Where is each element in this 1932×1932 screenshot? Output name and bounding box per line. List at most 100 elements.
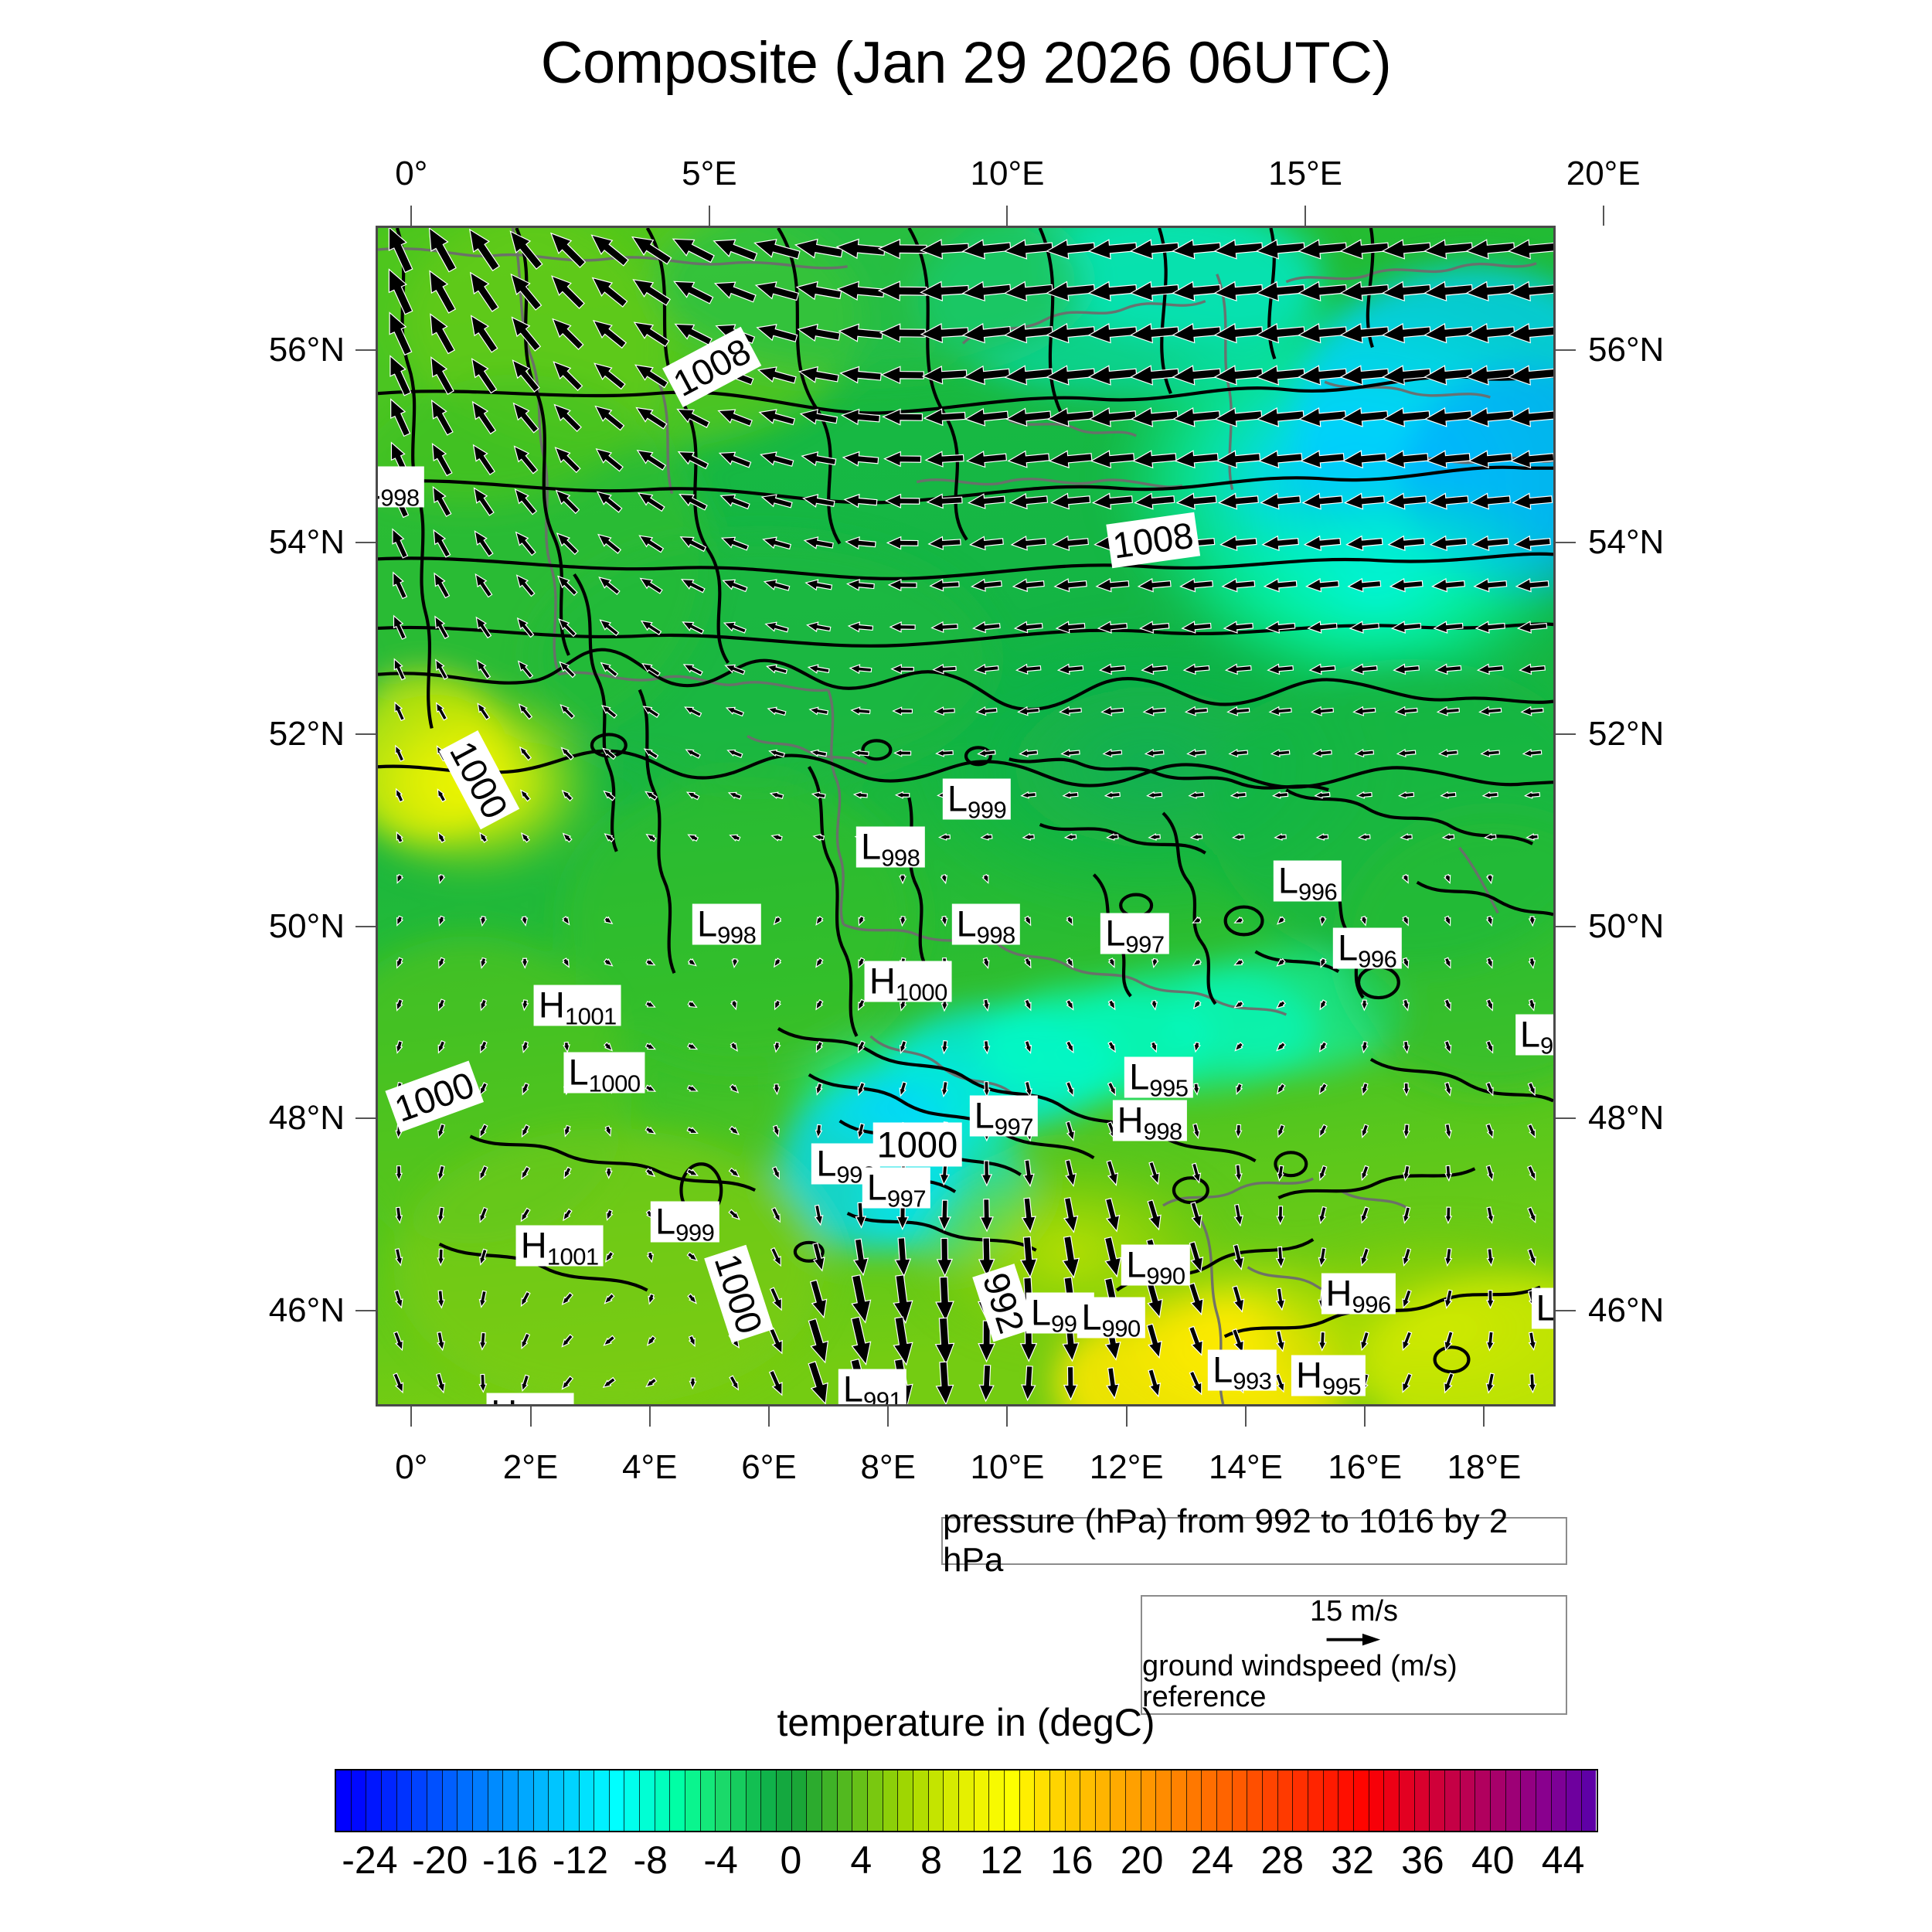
wind-arrow (558, 618, 577, 638)
wind-arrow (1148, 1369, 1162, 1398)
pressure-center-l991: L991 (838, 1369, 907, 1404)
wind-arrow (1349, 621, 1379, 634)
wind-arrow (1481, 791, 1498, 799)
wind-arrow (982, 1039, 991, 1055)
wind-arrow (965, 451, 1008, 468)
wind-arrow (971, 578, 1002, 592)
wind-arrow (1528, 916, 1536, 927)
wind-arrow (1359, 916, 1368, 927)
wind-arrow (1221, 577, 1256, 593)
wind-arrow (437, 998, 446, 1012)
colorbar-swatch-15 (563, 1770, 580, 1831)
wind-arrow (730, 999, 738, 1011)
bottom-lon-label-6: 12°E (1089, 1448, 1164, 1486)
wind-arrow (1444, 957, 1451, 969)
colorbar-swatch-3 (381, 1770, 397, 1831)
wind-arrow (395, 1040, 403, 1054)
wind-arrow (1004, 365, 1053, 386)
wind-arrow (674, 323, 713, 346)
wind-arrow (1012, 578, 1045, 593)
wind-arrow (1361, 1082, 1369, 1096)
wind-arrow (1172, 281, 1222, 302)
wind-arrow (390, 398, 411, 437)
wind-arrow (595, 448, 624, 472)
wind-arrow (636, 449, 667, 471)
wind-arrow (1232, 1285, 1245, 1313)
wind-arrow (1318, 1165, 1328, 1182)
wind-arrow (437, 1165, 445, 1182)
wind-arrow (794, 238, 843, 259)
pressure-center-h1000: H1000 (864, 961, 952, 1005)
wind-arrow (1402, 1206, 1411, 1224)
wind-arrow (726, 749, 743, 758)
wind-arrow (882, 408, 923, 426)
pressure-center-h996: H996 (1321, 1273, 1396, 1316)
wind-arrow (932, 664, 957, 675)
wind-arrow (1347, 577, 1382, 593)
wind-arrow (935, 749, 954, 757)
wind-arrow (1142, 706, 1166, 716)
wind-arrow (603, 1335, 616, 1346)
wind-arrow (797, 323, 841, 342)
wind-arrow (1486, 1290, 1495, 1309)
wind-arrow (1527, 1081, 1536, 1097)
wind-arrow (606, 1209, 614, 1222)
wind-arrow (1005, 407, 1052, 427)
wind-arrow (940, 873, 948, 885)
wind-arrow (1473, 577, 1508, 593)
wind-arrow (899, 1039, 907, 1054)
wind-arrow (1394, 706, 1418, 716)
wind-arrow (687, 834, 699, 842)
wind-arrow (1354, 748, 1375, 758)
wind-arrow (847, 621, 874, 633)
wind-arrow (560, 704, 576, 719)
wind-arrow (437, 1331, 446, 1352)
wind-arrow (920, 323, 969, 344)
wind-arrow (894, 1237, 912, 1277)
wind-arrow (1256, 407, 1304, 427)
wind-arrow (767, 706, 787, 716)
bottom-tick-3 (768, 1406, 770, 1427)
wind-arrow (687, 1000, 698, 1009)
wind-arrow (687, 1043, 699, 1050)
colorbar-swatch-4 (396, 1770, 413, 1831)
right-tick-1 (1556, 541, 1576, 543)
wind-arrow (515, 531, 536, 556)
wind-arrow (1475, 621, 1505, 634)
wind-arrow (471, 358, 498, 394)
wind-arrow (1361, 1165, 1369, 1182)
wind-arrow (1516, 621, 1548, 634)
wind-arrow (560, 747, 574, 760)
weather-map[interactable]: L998 L999 L998 L996 L998 L998 L997 L996 H1000 H10… (376, 226, 1556, 1406)
wind-arrow (1423, 239, 1474, 260)
wind-arrow (1382, 407, 1430, 427)
wind-arrow (1361, 1041, 1369, 1054)
contour-label-1000: 1000 (872, 1122, 962, 1167)
wind-arrow (1189, 1241, 1204, 1274)
colorbar-swatch-80 (1551, 1770, 1567, 1831)
wind-arrow (1305, 577, 1339, 593)
wind-arrow (728, 1209, 740, 1220)
wind-arrow (756, 324, 798, 342)
wind-arrow (1098, 663, 1126, 675)
wind-arrow (893, 1316, 913, 1366)
top-tick-0 (410, 206, 413, 226)
wind-arrow (469, 271, 499, 312)
wind-arrow (1485, 1331, 1495, 1352)
wind-arrow (1507, 281, 1553, 302)
wind-arrow (1444, 1165, 1453, 1182)
wind-arrow (1444, 998, 1451, 1012)
wind-arrow (937, 833, 951, 841)
wind-arrow (772, 1083, 781, 1096)
colorbar-swatch-63 (1293, 1770, 1308, 1831)
wind-arrow (1390, 621, 1422, 634)
wind-arrow (512, 402, 539, 434)
wind-arrow (1527, 1206, 1536, 1224)
wind-arrow (511, 316, 542, 352)
wind-arrow (1480, 748, 1501, 758)
wind-arrow (1427, 492, 1469, 510)
wind-arrow (686, 1084, 699, 1092)
bottom-tick-8 (1364, 1406, 1366, 1427)
wind-arrow (685, 791, 700, 801)
wind-arrow (1107, 1040, 1116, 1053)
